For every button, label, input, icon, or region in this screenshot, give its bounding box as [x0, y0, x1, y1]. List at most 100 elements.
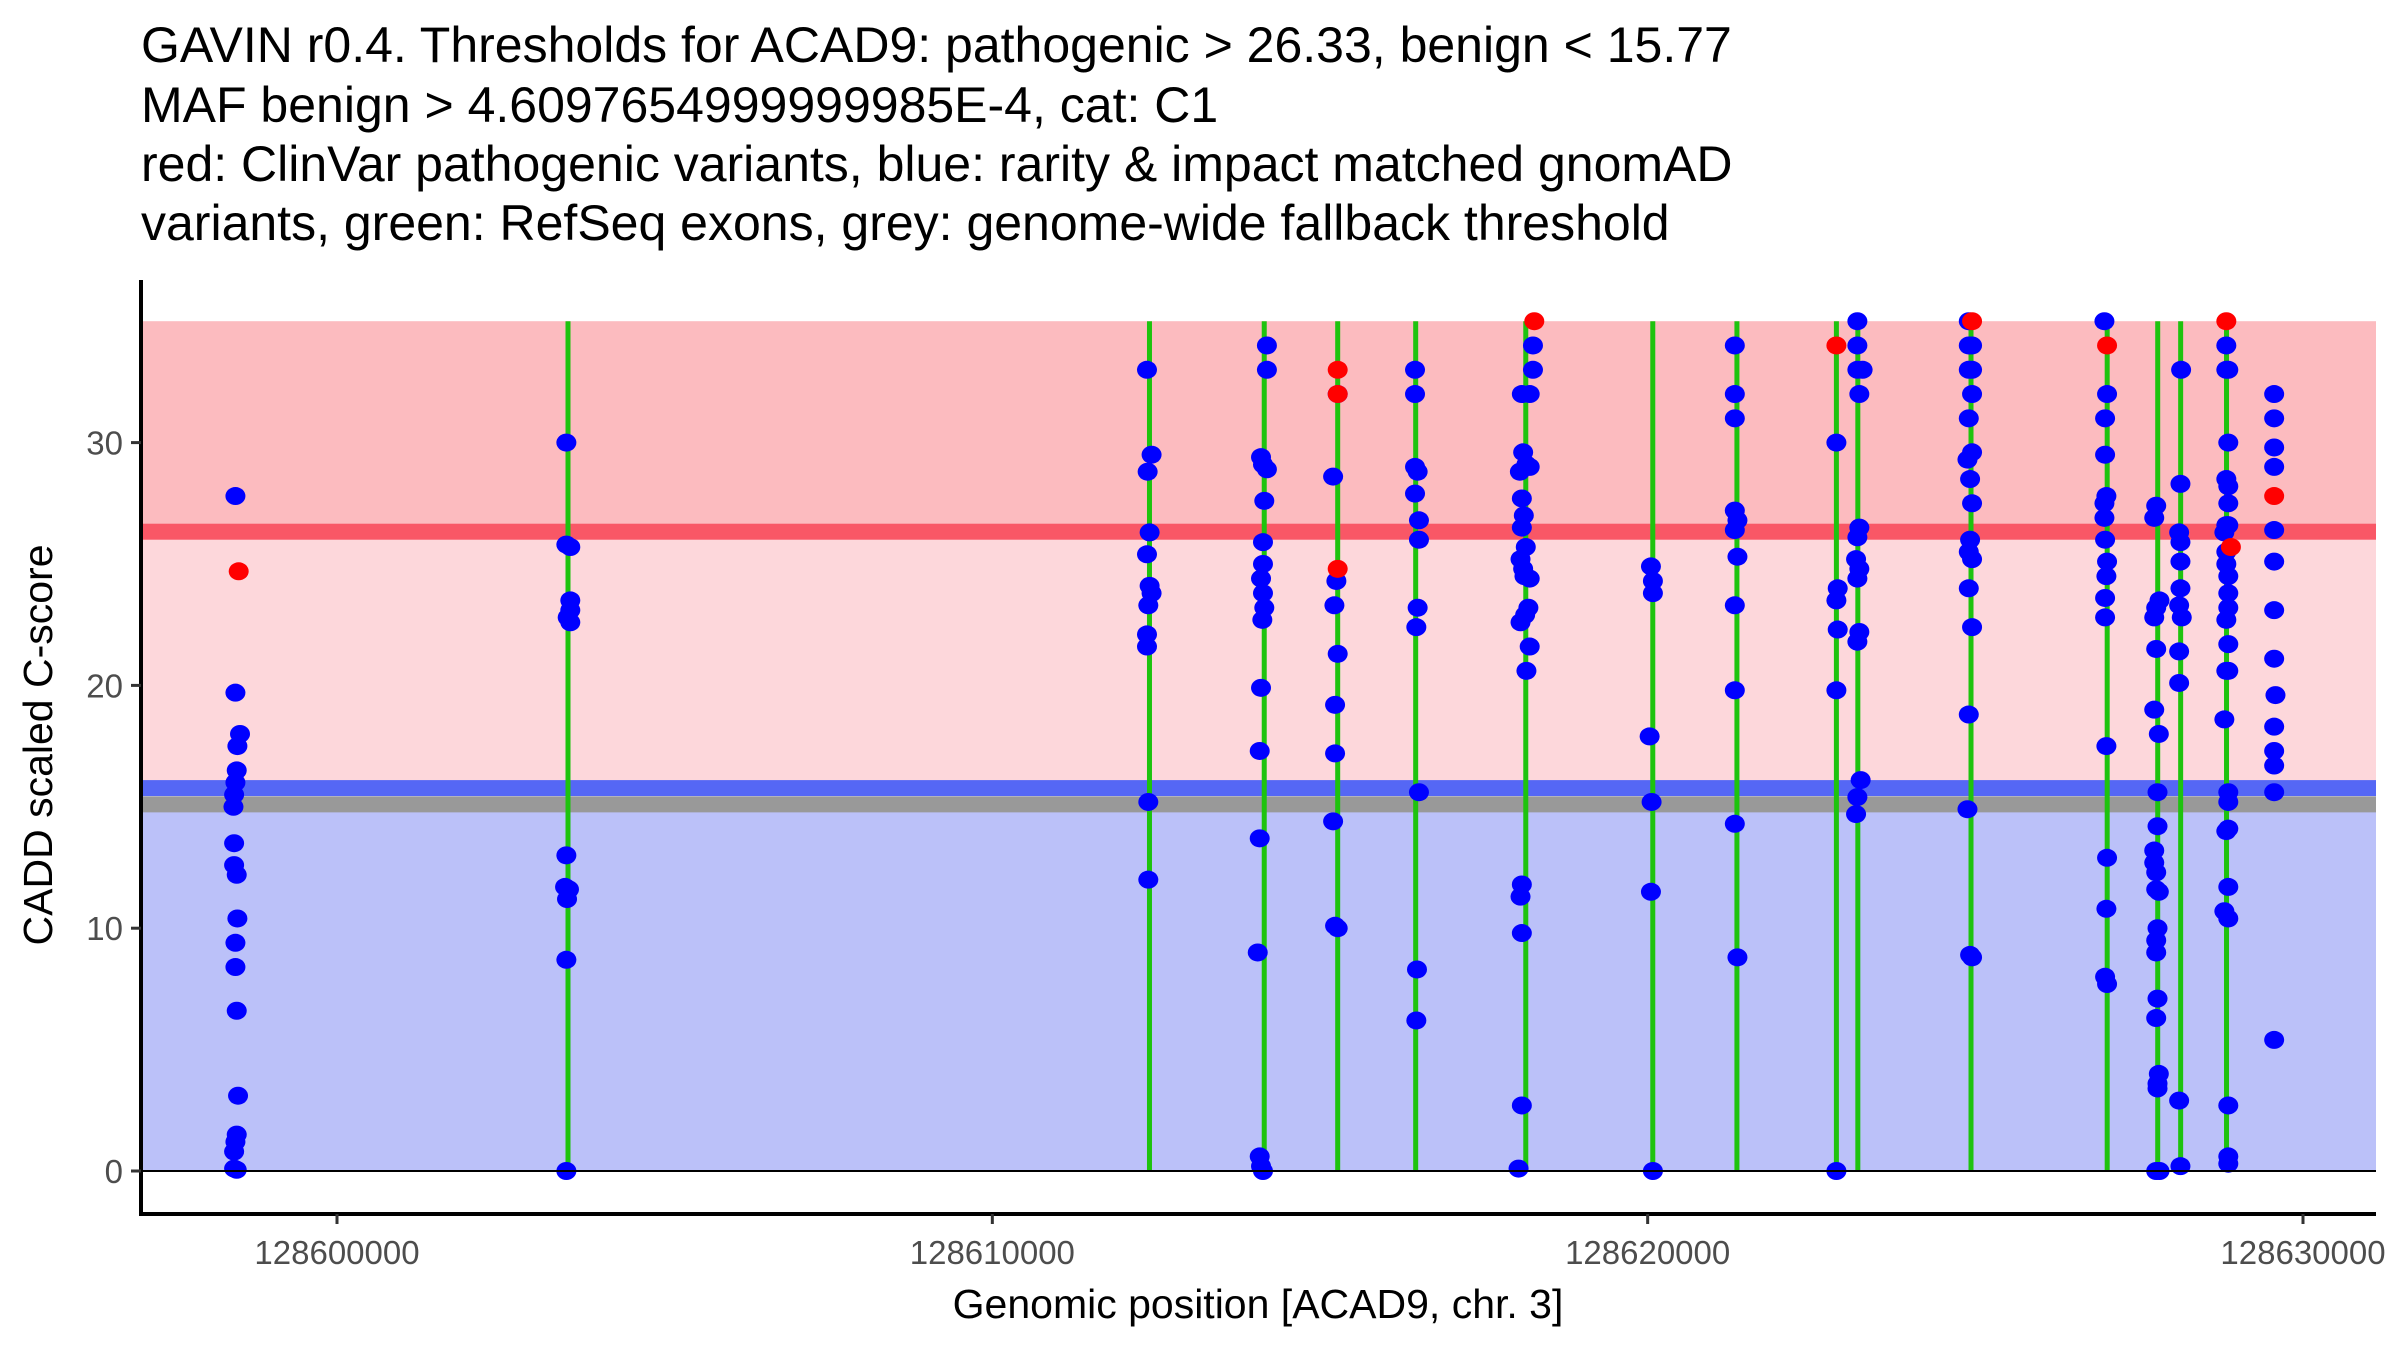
x-tick-label: 128620000	[1565, 1234, 1730, 1271]
gnomad-point	[2096, 737, 2117, 756]
gnomad-point	[225, 487, 246, 506]
gnomad-point	[228, 1086, 249, 1105]
y-tick-label: 0	[105, 1153, 123, 1190]
gnomad-point	[1406, 1011, 1427, 1030]
gnomad-point	[2097, 975, 2118, 994]
gnomad-point	[2096, 567, 2117, 586]
gnomad-point	[2170, 579, 2191, 598]
gnomad-point	[2218, 477, 2239, 496]
gnomad-point	[1510, 613, 1531, 632]
gnomad-point	[2170, 474, 2191, 493]
fallback-threshold-line	[141, 796, 2376, 813]
title-line-2: MAF benign > 4.6097654999999985E-4, cat:…	[141, 77, 1218, 133]
gnomad-point	[2214, 710, 2235, 729]
gnomad-point	[1323, 467, 1344, 486]
gnomad-point	[1138, 870, 1159, 889]
gnomad-point	[2147, 817, 2168, 836]
gnomad-point	[557, 890, 578, 909]
gnomad-point	[560, 613, 581, 632]
gnomad-point	[2095, 530, 2116, 549]
gnomad-point	[1252, 533, 1273, 552]
gnomad-point	[1511, 1096, 1532, 1115]
clinvar-point	[1327, 559, 1348, 578]
clinvar-point	[1327, 360, 1348, 379]
chart-title: GAVIN r0.4. Thresholds for ACAD9: pathog…	[141, 17, 1732, 251]
y-tick-label: 30	[86, 425, 123, 462]
gnomad-point	[1847, 336, 1868, 355]
gnomad-point	[1724, 521, 1745, 540]
gnomad-point	[1957, 800, 1978, 819]
gnomad-point	[1724, 814, 1745, 833]
gnomad-point	[1519, 637, 1540, 656]
gnomad-point	[1962, 494, 1983, 513]
gnomad-point	[2171, 608, 2192, 627]
gnomad-point	[2216, 610, 2237, 629]
gnomad-point	[1516, 661, 1537, 680]
gnomad-point	[2097, 552, 2118, 571]
gnomad-point	[1827, 620, 1848, 639]
gnomad-point	[226, 1001, 247, 1020]
gnomad-point	[1406, 618, 1427, 637]
gnomad-point	[2218, 360, 2239, 379]
x-tick-label: 128630000	[2220, 1234, 2385, 1271]
gnomad-point	[2218, 819, 2239, 838]
gnomad-point	[1323, 812, 1344, 831]
gnomad-point	[2146, 943, 2167, 962]
gnomad-point	[2218, 433, 2239, 452]
title-line-1: GAVIN r0.4. Thresholds for ACAD9: pathog…	[141, 17, 1732, 73]
gnomad-point	[2264, 783, 2285, 802]
gnomad-point	[2264, 521, 2285, 540]
gnomad-point	[2146, 639, 2167, 658]
y-tick-label: 10	[86, 910, 123, 947]
gnomad-point	[1249, 829, 1270, 848]
gnomad-point	[2264, 1030, 2285, 1049]
gnomad-point	[1850, 771, 1871, 790]
gnomad-point	[1846, 805, 1867, 824]
gnomad-point	[1522, 360, 1543, 379]
gnomad-point	[1247, 943, 1268, 962]
gnomad-point	[2095, 445, 2116, 464]
gnomad-point	[1405, 385, 1426, 404]
gnomad-point	[556, 433, 577, 452]
gnomad-point	[2170, 533, 2191, 552]
gnomad-point	[1958, 409, 1979, 428]
gnomad-point	[223, 797, 244, 816]
gnomad-point	[1406, 960, 1427, 979]
gnomad-point	[1641, 792, 1662, 811]
gnomad-point	[1826, 433, 1847, 452]
gnomad-point	[1508, 1159, 1529, 1178]
gnomad-point	[2094, 508, 2115, 527]
gnomad-point	[1252, 555, 1273, 573]
gnomad-point	[225, 683, 246, 702]
gnomad-point	[2097, 385, 2118, 404]
gnomad-point	[1522, 336, 1543, 355]
gnomad-point	[1957, 450, 1978, 469]
gnomad-point	[226, 865, 247, 884]
gnomad-point	[1138, 792, 1159, 811]
gnomad-point	[2264, 756, 2285, 775]
gnomad-point	[1847, 312, 1868, 331]
gnomad-point	[2218, 1154, 2239, 1173]
gnomad-point	[2218, 792, 2239, 811]
gnomad-point	[2148, 882, 2169, 901]
gnomad-point	[2218, 584, 2239, 603]
gnomad-point	[2264, 717, 2285, 736]
gnomad-point	[1724, 409, 1745, 428]
gnomad-point	[2264, 385, 2285, 404]
gnomad-point	[2264, 409, 2285, 428]
gnomad-point	[1136, 637, 1157, 656]
gnomad-point	[2097, 848, 2118, 867]
clinvar-point	[228, 562, 249, 581]
gnomad-point	[1962, 948, 1983, 967]
pathogenic-threshold-line	[141, 523, 2376, 540]
gnomad-point	[2148, 724, 2169, 743]
clinvar-point	[2216, 312, 2237, 331]
gnomad-point	[2264, 438, 2285, 457]
gnomad-point	[1962, 360, 1983, 379]
gnomad-point	[1724, 596, 1745, 615]
x-axis-title: Genomic position [ACAD9, chr. 3]	[953, 1281, 1564, 1327]
gnomad-point	[2147, 1079, 2168, 1098]
gnomad-point	[2218, 909, 2239, 928]
gnomad-point	[1511, 518, 1532, 537]
gnomad-point	[226, 1160, 247, 1179]
